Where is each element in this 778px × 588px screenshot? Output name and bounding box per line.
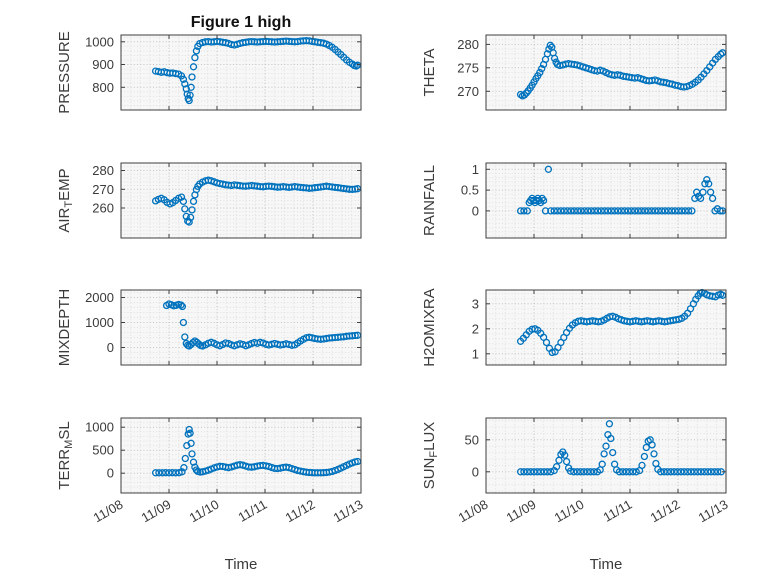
y-axis-label: H2OMIXRA <box>421 288 438 366</box>
x-tick-label: 11/09 <box>139 497 174 526</box>
y-tick-label: 1 <box>472 162 479 177</box>
y-tick-label: 800 <box>92 80 114 95</box>
axis-box <box>485 417 727 494</box>
subplot-theta: 270 275 280 THETA <box>421 34 727 111</box>
subplot-terr-msl: 0 500 1000 11/08 11/09 11/10 11/11 11/12 11/13 TE… <box>56 417 366 526</box>
y-tick-label: 0.5 <box>461 183 479 198</box>
y-axis-label: THETA <box>421 48 438 96</box>
subplot-h2omixra: 1 2 3 H2OMIXRA <box>421 288 727 367</box>
y-axis-label: AIRTEMP <box>56 168 75 232</box>
axis-ticks <box>485 35 727 110</box>
y-tick-label: 270 <box>92 182 114 197</box>
axis-ticks <box>120 163 362 238</box>
axis-ticks <box>485 163 727 238</box>
y-tick-label: 260 <box>92 201 114 216</box>
x-tick-label: 11/10 <box>552 497 587 526</box>
y-tick-label: 270 <box>457 84 479 99</box>
axis-box <box>485 162 727 239</box>
y-tick-label: 500 <box>92 443 114 458</box>
x-tick-label: 11/11 <box>600 497 634 525</box>
x-tick-label: 11/12 <box>648 497 683 526</box>
axis-box <box>120 34 362 111</box>
x-tick-label: 11/12 <box>283 497 318 526</box>
data-points <box>151 176 362 226</box>
y-axis-label: PRESSURE <box>56 31 73 114</box>
plot-area <box>121 418 361 493</box>
axis-ticks <box>120 418 362 493</box>
plot-area <box>486 418 726 493</box>
plot-area <box>486 290 726 365</box>
subplot-sun-flux: 0 50 11/08 11/09 11/10 11/11 11/12 11/13 SUNFLUX <box>421 417 731 526</box>
y-tick-label: 1000 <box>85 34 114 49</box>
data-points <box>516 288 727 357</box>
axis-ticks <box>485 418 727 493</box>
axis-box <box>120 417 362 494</box>
x-axis-label-left: Time <box>225 556 258 573</box>
subplot-air-temp: 260 270 280 AIRTEMP <box>56 162 362 239</box>
y-tick-label: 2000 <box>85 290 114 305</box>
x-axis-label-right: Time <box>590 556 623 573</box>
axis-ticks <box>120 35 362 110</box>
axis-box <box>120 289 362 366</box>
y-axis-label: RAINFALL <box>421 165 438 236</box>
x-tick-label: 11/13 <box>331 497 366 526</box>
axis-ticks <box>120 290 362 365</box>
y-tick-label: 2 <box>472 321 479 336</box>
y-tick-label: 0 <box>472 203 479 218</box>
plot-area <box>486 163 726 238</box>
y-tick-label: 275 <box>457 60 479 75</box>
y-axis-label: MIXDEPTH <box>56 289 73 367</box>
data-points <box>516 420 725 476</box>
y-axis-label: SUNFLUX <box>421 422 440 490</box>
x-tick-label: 11/09 <box>504 497 539 526</box>
axis-box <box>485 289 727 366</box>
y-tick-label: 1000 <box>85 420 114 435</box>
x-tick-label: 11/08 <box>456 497 491 526</box>
y-axis-label: TERRMSL <box>56 421 75 489</box>
y-tick-label: 50 <box>465 432 479 447</box>
x-tick-label: 11/11 <box>235 497 269 525</box>
subplot-rainfall: 0 0.5 1 RAINFALL <box>421 162 727 239</box>
figure-title: Figure 1 high <box>191 14 291 31</box>
data-points <box>516 165 727 215</box>
data-points <box>151 425 362 477</box>
subplot-pressure: 800 900 1000 PRESSURE <box>56 31 362 114</box>
x-tick-label: 11/13 <box>696 497 731 526</box>
y-tick-label: 0 <box>107 340 114 355</box>
axis-box <box>485 34 727 111</box>
y-tick-label: 1000 <box>85 315 114 330</box>
y-tick-label: 900 <box>92 57 114 72</box>
data-points <box>162 300 362 350</box>
x-tick-label: 11/08 <box>91 497 126 526</box>
y-tick-label: 3 <box>472 296 479 311</box>
y-tick-label: 280 <box>92 163 114 178</box>
x-tick-label: 11/10 <box>187 497 222 526</box>
y-tick-label: 0 <box>107 466 114 481</box>
y-tick-label: 0 <box>472 464 479 479</box>
plot-area <box>121 290 361 365</box>
data-points <box>516 41 727 100</box>
axis-ticks <box>485 290 727 365</box>
y-tick-label: 280 <box>457 37 479 52</box>
subplot-mixdepth: 0 1000 2000 MIXDEPTH <box>56 289 362 367</box>
data-points <box>151 37 362 105</box>
axis-box <box>120 162 362 239</box>
y-tick-label: 1 <box>472 346 479 361</box>
